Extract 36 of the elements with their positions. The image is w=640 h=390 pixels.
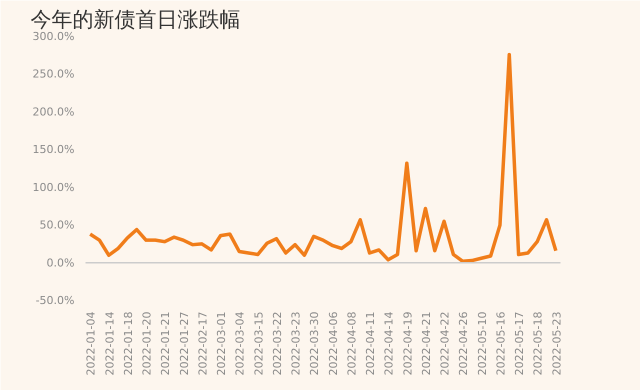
x-tick-label: 2022-05-16 (494, 311, 508, 376)
x-tick-label: 2022-04-26 (457, 311, 470, 376)
y-tick-label: 250.0% (32, 68, 75, 81)
x-tick-label: 2022-03-01 (215, 311, 228, 376)
x-tick-label: 2022-03-15 (252, 311, 266, 376)
x-tick-label: 2022-01-27 (178, 311, 191, 376)
y-tick-label: 0.0% (46, 256, 75, 270)
x-tick-label: 2022-05-10 (476, 311, 489, 376)
x-tick-label: 2022-04-19 (401, 311, 414, 376)
x-tick-label: 2022-03-22 (270, 311, 284, 376)
line-series (88, 52, 558, 264)
y-tick-label: -50.0% (36, 294, 75, 307)
x-tick-label: 2022-01-04 (84, 311, 98, 376)
x-tick-label: 2022-01-20 (140, 311, 154, 376)
x-tick-label: 2022-04-06 (326, 311, 340, 376)
x-tick-label: 2022-02-17 (196, 311, 210, 376)
x-tick-label: 2022-03-04 (234, 311, 247, 376)
x-tick-label: 2022-05-23 (550, 311, 564, 376)
chart-title: 今年的新债首日涨跌幅 (30, 8, 240, 32)
x-tick-label: 2022-05-17 (513, 311, 526, 376)
x-tick-label: 2022-04-22 (438, 311, 452, 376)
y-tick-label: 200.0% (32, 105, 75, 118)
x-tick-label: 2022-04-08 (345, 311, 358, 376)
x-tick-label: 2022-05-18 (532, 311, 545, 376)
y-tick-label: 300.0% (32, 30, 75, 43)
x-tick-label: 2022-04-14 (382, 311, 396, 376)
y-tick-label: 50.0% (40, 218, 75, 232)
x-tick-label: 2022-01-21 (159, 311, 172, 376)
y-tick-label: 100.0% (32, 180, 75, 194)
x-tick-label: 2022-03-23 (290, 311, 303, 376)
x-tick-label: 2022-04-21 (420, 311, 433, 376)
x-tick-label: 2022-01-14 (103, 311, 116, 376)
x-tick-label: 2022-03-30 (308, 311, 322, 376)
x-tick-label: 2022-01-18 (122, 311, 135, 376)
x-tick-label: 2022-04-11 (364, 311, 378, 376)
y-tick-label: 150.0% (32, 143, 75, 156)
